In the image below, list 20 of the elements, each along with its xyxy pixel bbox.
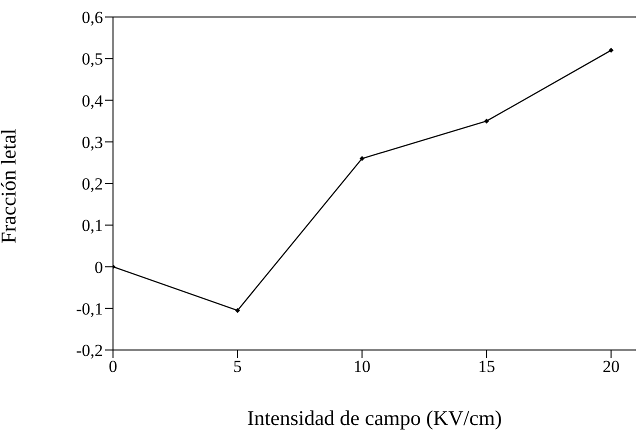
y-tick-label: 0,2 <box>82 174 103 194</box>
x-tick-label: 5 <box>233 357 242 376</box>
x-tick-label: 15 <box>478 357 496 376</box>
point <box>608 48 614 53</box>
y-axis-title: Fracción letal <box>0 128 20 244</box>
point <box>235 308 240 313</box>
x-axis-title: Intensidad de campo (KV/cm) <box>247 406 502 430</box>
y-tick-label: 0,5 <box>82 50 103 69</box>
point <box>484 118 490 124</box>
y-tick-label: 0 <box>94 258 103 277</box>
y-tick-label: 0,6 <box>82 8 103 28</box>
y-tick-label: -0,1 <box>76 299 103 318</box>
y-tick-label: 0,1 <box>82 216 103 236</box>
x-tick-label: 0 <box>108 357 118 376</box>
y-tick-label: 0,4 <box>82 91 104 110</box>
y-tick-label: -0,2 <box>76 341 103 360</box>
point <box>360 156 365 162</box>
y-tick-label: 0,3 <box>82 132 103 152</box>
x-tick-label: 10 <box>354 357 371 376</box>
x-tick-label: 20 <box>602 357 620 376</box>
